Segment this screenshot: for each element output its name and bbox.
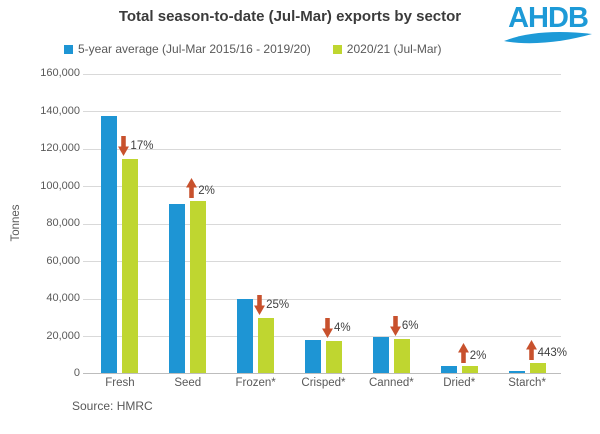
legend-item-2020-21: 2020/21 (Jul-Mar) bbox=[332, 42, 442, 56]
chart-title: Total season-to-date (Jul-Mar) exports b… bbox=[118, 8, 462, 25]
legend-label: 2020/21 (Jul-Mar) bbox=[346, 42, 442, 56]
y-gridline bbox=[83, 298, 561, 300]
bar-2020-21 bbox=[258, 317, 275, 373]
y-tick-label: 40,000 bbox=[46, 292, 80, 304]
legend: 5-year average (Jul-Mar 2015/16 - 2019/2… bbox=[64, 42, 442, 56]
y-tick-label: 60,000 bbox=[46, 254, 80, 267]
y-tick-label: 100,000 bbox=[40, 179, 80, 192]
bar-5yr-average bbox=[305, 340, 321, 373]
y-tick-label: 140,000 bbox=[40, 104, 80, 117]
change-annotation: 25% bbox=[254, 294, 290, 315]
bar-5yr-average bbox=[372, 336, 389, 373]
y-axis-tick-labels: 0 20,000 40,000 60,000 80,000 100,000 120,000 1… bbox=[0, 67, 80, 379]
ahdb-logo: AHDB bbox=[502, 3, 594, 45]
ahdb-wave-icon bbox=[504, 32, 592, 44]
y-gridline bbox=[83, 336, 561, 337]
y-gridline bbox=[83, 223, 561, 225]
change-annotation: 6% bbox=[389, 315, 419, 336]
y-gridline bbox=[83, 73, 561, 75]
y-gridline bbox=[83, 261, 561, 262]
x-axis-line bbox=[83, 373, 561, 374]
y-gridline bbox=[83, 186, 561, 187]
y-tick-label: 160,000 bbox=[40, 67, 80, 79]
source-note: Source: HMRC bbox=[72, 399, 153, 413]
pct-change-label: 17% bbox=[130, 140, 154, 153]
y-tick-label: 0 bbox=[73, 367, 80, 379]
category-label: Canned* bbox=[368, 377, 414, 389]
bar-2020-21 bbox=[461, 365, 478, 373]
pct-change-label: 25% bbox=[266, 298, 290, 311]
y-tick-label: 80,000 bbox=[46, 217, 80, 229]
change-annotation: 17% bbox=[118, 136, 154, 157]
category-label: Starch* bbox=[508, 377, 546, 389]
category-label: Seed bbox=[174, 377, 202, 389]
down-arrow-icon bbox=[322, 318, 333, 339]
category-label: Dried* bbox=[443, 377, 476, 389]
bar-5yr-average bbox=[440, 366, 457, 373]
pct-change-label: 2% bbox=[469, 349, 487, 362]
up-arrow-icon bbox=[186, 177, 198, 198]
change-annotation: 2% bbox=[457, 342, 487, 363]
category-label: Fresh bbox=[105, 377, 135, 389]
pct-change-label: 443% bbox=[537, 346, 567, 359]
down-arrow-icon bbox=[118, 136, 130, 157]
pct-change-label: 4% bbox=[334, 322, 351, 335]
bar-5yr-average bbox=[237, 298, 254, 373]
bar-5yr-average bbox=[169, 204, 186, 373]
change-annotation: 2% bbox=[186, 177, 215, 198]
legend-label: 5-year average (Jul-Mar 2015/16 - 2019/2… bbox=[78, 42, 311, 56]
bar-2020-21 bbox=[190, 200, 207, 373]
change-annotation: 443% bbox=[525, 339, 567, 360]
legend-swatch-blue bbox=[64, 44, 73, 54]
down-arrow-icon bbox=[254, 294, 266, 315]
pct-change-label: 6% bbox=[401, 319, 419, 332]
y-tick-label: 120,000 bbox=[40, 142, 80, 154]
bar-2020-21 bbox=[529, 362, 546, 373]
up-arrow-icon bbox=[457, 342, 469, 363]
category-label: Frozen* bbox=[235, 377, 276, 389]
bar-5yr-average bbox=[101, 116, 118, 373]
bar-2020-21 bbox=[122, 159, 139, 373]
up-arrow-icon bbox=[525, 339, 537, 360]
change-annotation: 4% bbox=[322, 318, 351, 339]
y-gridline bbox=[83, 111, 561, 112]
down-arrow-icon bbox=[389, 315, 401, 336]
plot-area: Fresh 17% Seed 2% Frozen* 25% Crisped* 4% Canned… bbox=[83, 73, 567, 389]
bar-5yr-average bbox=[508, 371, 525, 373]
bar-2020-21 bbox=[393, 338, 410, 373]
category-label: Crisped* bbox=[301, 377, 346, 389]
y-gridline bbox=[83, 148, 561, 150]
pct-change-label: 2% bbox=[198, 184, 215, 197]
bar-2020-21 bbox=[326, 341, 342, 373]
y-tick-label: 20,000 bbox=[46, 329, 80, 342]
legend-swatch-green bbox=[332, 44, 342, 54]
ahdb-logo-text: AHDB bbox=[508, 2, 589, 34]
legend-item-5yr-average: 5-year average (Jul-Mar 2015/16 - 2019/2… bbox=[64, 42, 311, 56]
